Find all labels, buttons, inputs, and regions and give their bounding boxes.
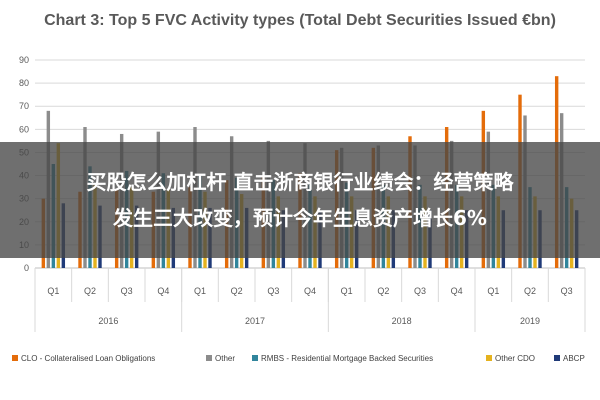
x-tick-label: Q1 bbox=[47, 286, 59, 296]
y-tick-label: 60 bbox=[19, 124, 29, 134]
legend-swatch bbox=[12, 355, 18, 361]
x-tick-label: Q4 bbox=[451, 286, 463, 296]
x-tick-label: Q4 bbox=[157, 286, 169, 296]
x-tick-label: Q3 bbox=[121, 286, 133, 296]
legend-swatch bbox=[486, 355, 492, 361]
year-label: 2017 bbox=[245, 316, 265, 326]
x-tick-label: Q1 bbox=[487, 286, 499, 296]
x-tick-label: Q3 bbox=[414, 286, 426, 296]
legend-swatch bbox=[206, 355, 212, 361]
x-tick-label: Q2 bbox=[231, 286, 243, 296]
legend-label: Other bbox=[215, 354, 235, 363]
x-tick-label: Q2 bbox=[377, 286, 389, 296]
legend-label: RMBS - Residential Mortgage Backed Secur… bbox=[261, 354, 433, 363]
x-tick-label: Q3 bbox=[267, 286, 279, 296]
x-tick-label: Q4 bbox=[304, 286, 316, 296]
x-tick-label: Q1 bbox=[341, 286, 353, 296]
year-label: 2018 bbox=[392, 316, 412, 326]
y-tick-label: 80 bbox=[19, 78, 29, 88]
x-tick-label: Q2 bbox=[524, 286, 536, 296]
y-tick-label: 0 bbox=[24, 263, 29, 273]
year-label: 2016 bbox=[98, 316, 118, 326]
x-tick-label: Q1 bbox=[194, 286, 206, 296]
legend-label: CLO - Collateralised Loan Obligations bbox=[21, 354, 155, 363]
x-tick-label: Q2 bbox=[84, 286, 96, 296]
headline-line-1: 买股怎么加杠杆 直击浙商银行业绩会：经营策略 bbox=[86, 170, 514, 194]
legend-swatch bbox=[554, 355, 560, 361]
legend-swatch bbox=[252, 355, 258, 361]
headline-line-2: 发生三大改变，预计今年生息资产增长6% bbox=[113, 206, 487, 230]
chart-title: Chart 3: Top 5 FVC Activity types (Total… bbox=[44, 12, 556, 29]
headline-banner: 买股怎么加杠杆 直击浙商银行业绩会：经营策略 发生三大改变，预计今年生息资产增长… bbox=[0, 142, 600, 258]
y-tick-label: 70 bbox=[19, 101, 29, 111]
legend-label: ABCP bbox=[563, 354, 585, 363]
x-tick-label: Q3 bbox=[561, 286, 573, 296]
year-label: 2019 bbox=[520, 316, 540, 326]
y-tick-label: 90 bbox=[19, 55, 29, 65]
legend-label: Other CDO bbox=[495, 354, 535, 363]
